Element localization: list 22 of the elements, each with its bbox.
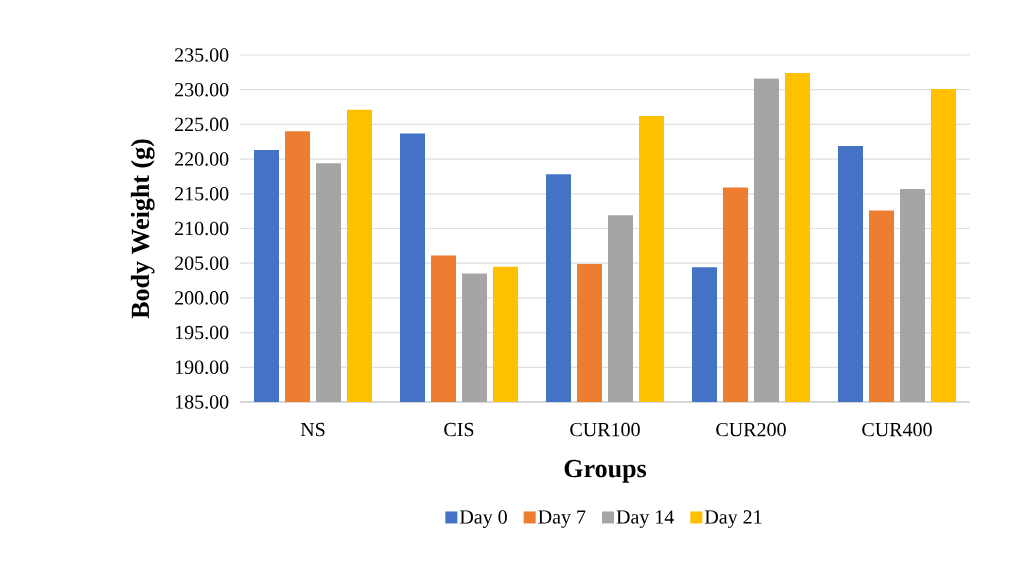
y-tick-label: 205.00: [175, 256, 229, 270]
legend-label: Day 14: [616, 510, 674, 528]
y-tick-label: 220.00: [175, 152, 229, 166]
y-tick-label: 200.00: [175, 291, 229, 305]
x-tick-label: NS: [300, 422, 325, 437]
y-tick-label: 215.00: [175, 187, 229, 201]
y-tick-label: 185.00: [175, 395, 229, 409]
legend-label: Day 21: [704, 510, 762, 528]
x-tick-label: CUR100: [570, 422, 640, 437]
y-tick-label: 195.00: [175, 325, 229, 340]
legend-label: Day 7: [538, 510, 586, 528]
x-tick-label: CUR200: [716, 422, 786, 437]
y-axis-title: Body Weight (g): [130, 139, 155, 319]
x-tick-label: CIS: [444, 422, 474, 437]
x-axis-title: Groups: [564, 459, 647, 483]
y-tick-label: 235.00: [175, 48, 229, 62]
x-tick-label: CUR400: [862, 422, 932, 437]
y-tick-label: 210.00: [175, 221, 229, 236]
y-tick-label: 225.00: [175, 117, 229, 132]
y-tick-label: 230.00: [175, 82, 229, 97]
legend-label: Day 0: [459, 510, 507, 528]
y-tick-label: 190.00: [175, 360, 229, 375]
